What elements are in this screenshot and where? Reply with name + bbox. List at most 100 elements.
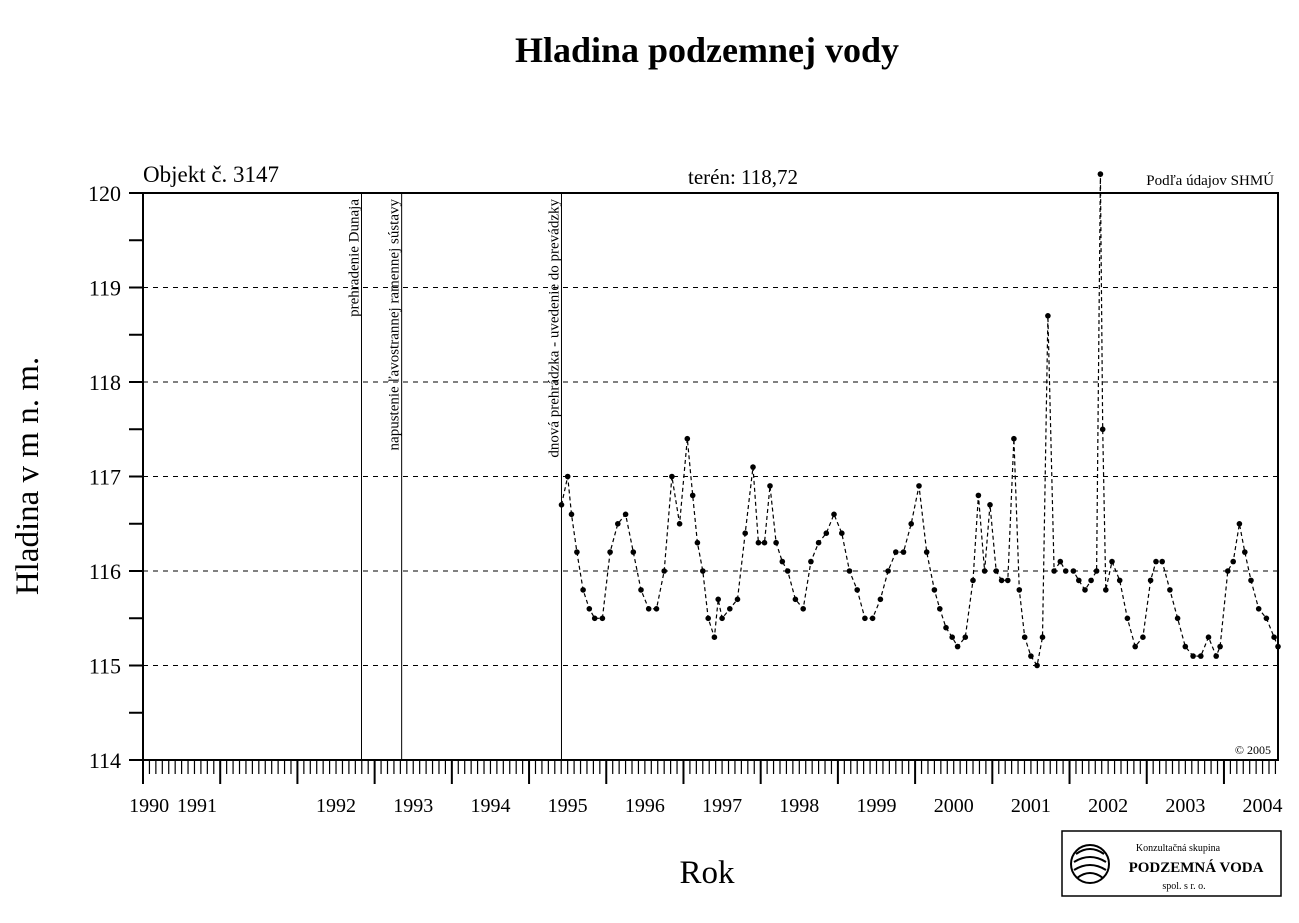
y-tick-label: 115 (89, 654, 121, 679)
logo-line1: Konzultačná skupina (1136, 843, 1221, 854)
y-tick-label: 116 (89, 559, 121, 584)
data-point (931, 587, 938, 593)
data-point (900, 549, 907, 555)
data-point (970, 577, 976, 584)
data-point (839, 530, 845, 536)
x-tick-label: 1992 (316, 795, 356, 817)
data-point (1167, 587, 1173, 593)
data-point (715, 596, 721, 603)
data-point (700, 568, 706, 574)
data-point (998, 577, 1005, 584)
data-point (1132, 643, 1138, 650)
data-point (1217, 643, 1223, 650)
data-point (1051, 568, 1057, 574)
logo-mark-icon (1070, 844, 1110, 884)
data-point (586, 606, 593, 612)
data-point (742, 530, 748, 536)
data-point (1034, 662, 1040, 669)
data-point (1039, 634, 1046, 640)
data-point (1116, 577, 1123, 584)
data-point (1174, 615, 1181, 622)
grid-lines (143, 287, 1278, 666)
data-point (937, 606, 943, 612)
data-point (615, 521, 621, 527)
data-point (580, 587, 586, 593)
data-point (661, 568, 667, 574)
data-point (630, 549, 637, 555)
data-point (1028, 653, 1034, 659)
data-point (1103, 587, 1109, 593)
data-point (568, 511, 575, 518)
data-point (694, 539, 701, 546)
event-label: prehradenie Dunaja (347, 199, 363, 317)
data-point (558, 502, 565, 508)
data-point (981, 568, 988, 574)
object-label: Objekt č. 3147 (143, 162, 279, 187)
data-point (727, 606, 733, 612)
company-logo: Konzultačná skupina PODZEMNÁ VODA spol. … (1061, 830, 1282, 897)
data-point (669, 473, 675, 480)
data-point (893, 549, 899, 555)
data-point (993, 568, 999, 574)
data-point (923, 549, 930, 555)
x-tick-label: 1997 (702, 795, 742, 817)
y-tick-label: 118 (89, 370, 121, 395)
source-note: Podľa údajov SHMÚ (1146, 172, 1274, 189)
data-point (1159, 558, 1165, 565)
x-tick-label: 2003 (1165, 795, 1205, 817)
x-tick-label: 2004 (1243, 795, 1283, 817)
data-point (1147, 577, 1154, 584)
data-point (869, 615, 876, 622)
data-point (1263, 615, 1270, 622)
data-point (622, 511, 629, 518)
x-tick-label: 2001 (1011, 795, 1051, 817)
logo-line2: PODZEMNÁ VODA (1129, 859, 1264, 876)
data-point (638, 587, 644, 593)
x-tick-label: 1990 (129, 795, 169, 817)
data-point (767, 483, 773, 489)
data-point (1205, 634, 1212, 640)
data-series (558, 171, 1281, 669)
data-point (1124, 615, 1131, 622)
data-point (676, 521, 683, 527)
logo-frame (1061, 830, 1282, 897)
data-point (962, 634, 969, 640)
data-point (823, 530, 830, 536)
data-point (607, 549, 613, 555)
data-point (1062, 568, 1069, 574)
data-point (908, 521, 914, 527)
x-tick-label: 1995 (548, 795, 588, 817)
plot-area: prehradenie Dunaja napustenie ľavostranne… (88, 171, 1283, 817)
data-point (1045, 313, 1051, 319)
data-point (755, 539, 762, 546)
x-tick-label: 1999 (857, 795, 897, 817)
data-point (831, 511, 837, 518)
x-axis: 1990 1991 1992 1993 1994 1995 1996 1997 1998 1999… (129, 760, 1283, 817)
data-point (1230, 558, 1236, 565)
event-label: dnová prehrádzka - uvedenie do prevádzky (546, 199, 562, 458)
data-point (987, 502, 993, 508)
data-point (975, 492, 982, 499)
data-point (653, 606, 660, 612)
x-axis-label: Rok (679, 855, 735, 891)
data-point (949, 634, 955, 640)
data-point (1099, 426, 1106, 433)
y-tick-label: 120 (88, 181, 121, 206)
data-point (1070, 568, 1077, 574)
data-point (1097, 171, 1104, 177)
x-tick-label: 1991 (177, 795, 217, 817)
data-point (916, 483, 922, 489)
chart-title: Hladina podzemnej vody (515, 30, 899, 70)
logo-line3: spol. s r. o. (1162, 881, 1205, 892)
y-tick-label: 114 (89, 748, 121, 773)
data-point (1093, 568, 1100, 574)
data-point (815, 539, 822, 546)
data-point (1057, 558, 1064, 565)
x-tick-label: 1993 (393, 795, 433, 817)
data-point (564, 473, 571, 480)
data-point (705, 615, 711, 622)
data-point (808, 558, 814, 565)
data-point (1109, 558, 1115, 565)
data-point (1271, 634, 1277, 640)
